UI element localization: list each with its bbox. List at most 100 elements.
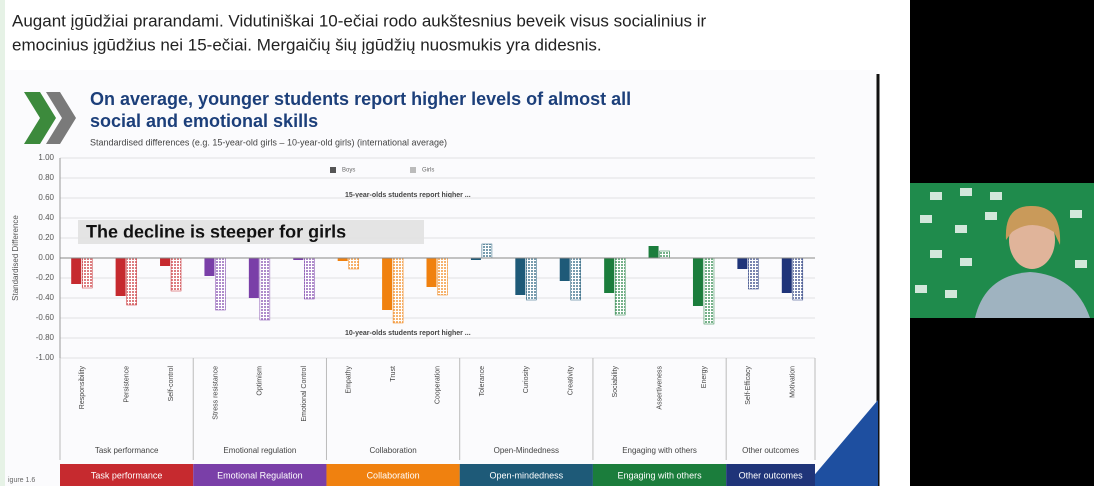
group-banner-label: Task performance (91, 470, 163, 480)
bar (81, 257, 93, 289)
annotation: 10-year-olds students report higher ... (345, 330, 471, 337)
bar (559, 258, 570, 281)
bar (204, 258, 215, 276)
x-tick-label: Creativity (568, 366, 575, 396)
caption-line: Augant įgūdžiai prarandami. Vidutiniškai… (12, 11, 707, 30)
x-tick-label: Assertiveness (656, 366, 663, 410)
y-tick-label: 1.00 (38, 153, 54, 162)
bar (337, 258, 348, 261)
bar (115, 258, 126, 296)
bar (160, 258, 171, 266)
y-tick-label: 0.20 (38, 233, 54, 242)
video-background-logos (915, 188, 1087, 298)
footnote: igure 1.6 (8, 477, 35, 484)
y-tick-label: 0.60 (38, 193, 54, 202)
chart-title: social and emotional skills (90, 111, 318, 131)
annotation: The decline is steeper for girls (86, 222, 346, 242)
x-tick-label: Curiosity (523, 366, 530, 394)
bar (614, 257, 626, 316)
x-tick-label: Cooperation (434, 366, 441, 404)
corner-decoration (805, 400, 878, 486)
bar (170, 257, 182, 292)
bar (437, 257, 448, 296)
bar (648, 246, 659, 258)
group-banner-label: Other outcomes (739, 470, 804, 480)
chart-subtitle: Standardised differences (e.g. 15-year-o… (90, 137, 447, 147)
group-label: Task performance (95, 446, 159, 455)
legend-swatch (410, 167, 416, 173)
bar (426, 258, 437, 287)
bar (304, 257, 315, 300)
group-banner (459, 464, 593, 486)
y-tick-label: 0.80 (38, 173, 54, 182)
group-label: Engaging with others (622, 446, 697, 455)
bar (659, 250, 670, 259)
group-banner (726, 464, 815, 486)
x-tick-label: Energy (701, 366, 708, 389)
participant-body (975, 272, 1090, 318)
group-banner-label: Open-mindedness (490, 470, 564, 480)
group-banner-label: Collaboration (367, 470, 420, 480)
annotation-box (78, 220, 424, 244)
participant-hair (1005, 205, 1061, 245)
legend-swatch (330, 167, 336, 173)
bar (392, 257, 404, 324)
x-tick-label: Self-control (168, 366, 175, 402)
x-tick-label: Motivation (790, 366, 797, 398)
bar (781, 258, 792, 293)
bar (293, 258, 304, 260)
bar (703, 257, 715, 325)
bar (748, 257, 759, 290)
bar (248, 258, 259, 298)
bar (526, 257, 537, 301)
bar (215, 257, 226, 311)
x-tick-label: Stress resistance (212, 366, 219, 420)
y-tick-label: -0.20 (36, 273, 55, 282)
bar (348, 257, 359, 270)
y-tick-label: 0.40 (38, 213, 54, 222)
group-label: Collaboration (370, 446, 417, 455)
y-tick-label: -0.60 (36, 313, 55, 322)
bar (570, 257, 581, 301)
y-tick-label: 0.00 (38, 253, 54, 262)
logo (46, 92, 76, 144)
group-banner (592, 464, 727, 486)
x-tick-label: Optimism (257, 366, 264, 396)
bar (692, 258, 703, 306)
bar (470, 258, 481, 260)
bar (481, 243, 493, 259)
bar (792, 257, 804, 301)
group-banner-label: Emotional Regulation (217, 470, 303, 480)
group-label: Emotional regulation (223, 446, 296, 455)
y-tick-label: -0.40 (36, 293, 55, 302)
annotation: 15-year-olds students report higher ... (345, 192, 471, 199)
group-label: Other outcomes (742, 446, 799, 455)
group-banner-label: Engaging with others (618, 470, 703, 480)
bar (604, 258, 615, 293)
bar (259, 257, 271, 321)
x-tick-label: Responsibility (79, 366, 86, 410)
caption-line: emocinius įgūdžius nei 15-ečiai. Mergaič… (12, 35, 602, 54)
bar (126, 257, 137, 306)
bar (737, 258, 748, 269)
chart: 1.00 0.80 0.60 0.40 0.20 0.00 -0.20 -0.40 -0.60 -… (36, 153, 816, 486)
chart-title: On average, younger students report high… (90, 89, 631, 109)
y-tick-label: -0.80 (36, 333, 55, 342)
group-banner (193, 464, 327, 486)
group-banner (60, 464, 194, 486)
group-label: Open-Mindedness (494, 446, 559, 455)
x-tick-label: Sociability (612, 366, 619, 398)
x-tick-label: Tolerance (479, 366, 486, 396)
legend-label: Boys (342, 168, 355, 174)
logo (24, 92, 56, 144)
bar (382, 258, 393, 310)
x-tick-label: Emotional Control (301, 366, 308, 422)
y-tick-label: -1.00 (36, 353, 55, 362)
x-tick-label: Self-Efficacy (745, 366, 752, 405)
x-tick-label: Empathy (346, 366, 353, 394)
x-tick-label: Persistence (123, 366, 130, 403)
x-tick-label: Trust (390, 366, 397, 382)
legend-label: Girls (422, 168, 434, 174)
